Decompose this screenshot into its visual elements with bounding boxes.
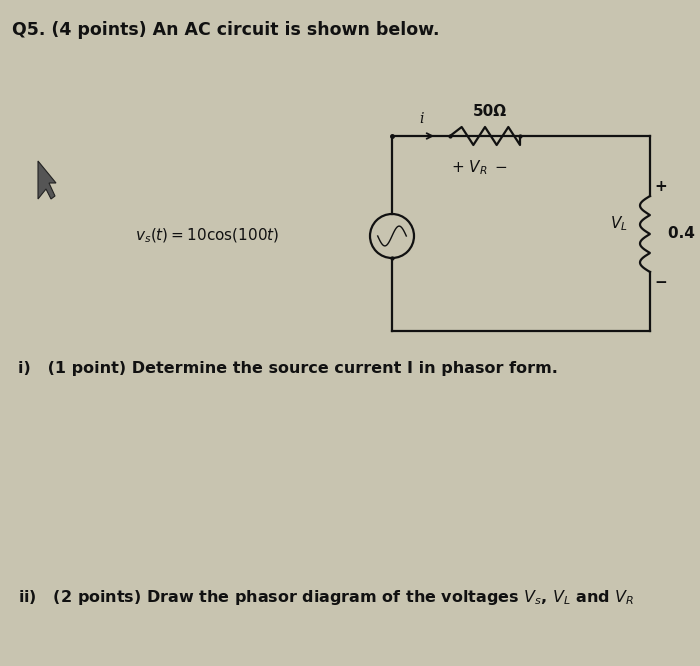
Text: $v_s(t) = 10\cos(100t)$: $v_s(t) = 10\cos(100t)$ — [135, 227, 279, 245]
Text: $V_L$: $V_L$ — [610, 214, 628, 233]
Text: i: i — [420, 112, 424, 126]
Text: ii)   (2 points) Draw the phasor diagram of the voltages $V_s$, $V_L$ and $V_R$: ii) (2 points) Draw the phasor diagram o… — [18, 588, 634, 607]
Text: 50Ω: 50Ω — [473, 104, 507, 119]
Text: Q5. (4 points) An AC circuit is shown below.: Q5. (4 points) An AC circuit is shown be… — [12, 21, 440, 39]
Text: 0.4 H: 0.4 H — [668, 226, 700, 242]
Text: i)   (1 point) Determine the source current I in phasor form.: i) (1 point) Determine the source curren… — [18, 361, 558, 376]
Text: $+\ V_R\ -$: $+\ V_R\ -$ — [452, 158, 509, 176]
Text: +: + — [654, 179, 666, 194]
Polygon shape — [38, 161, 56, 199]
Text: −: − — [654, 275, 666, 290]
